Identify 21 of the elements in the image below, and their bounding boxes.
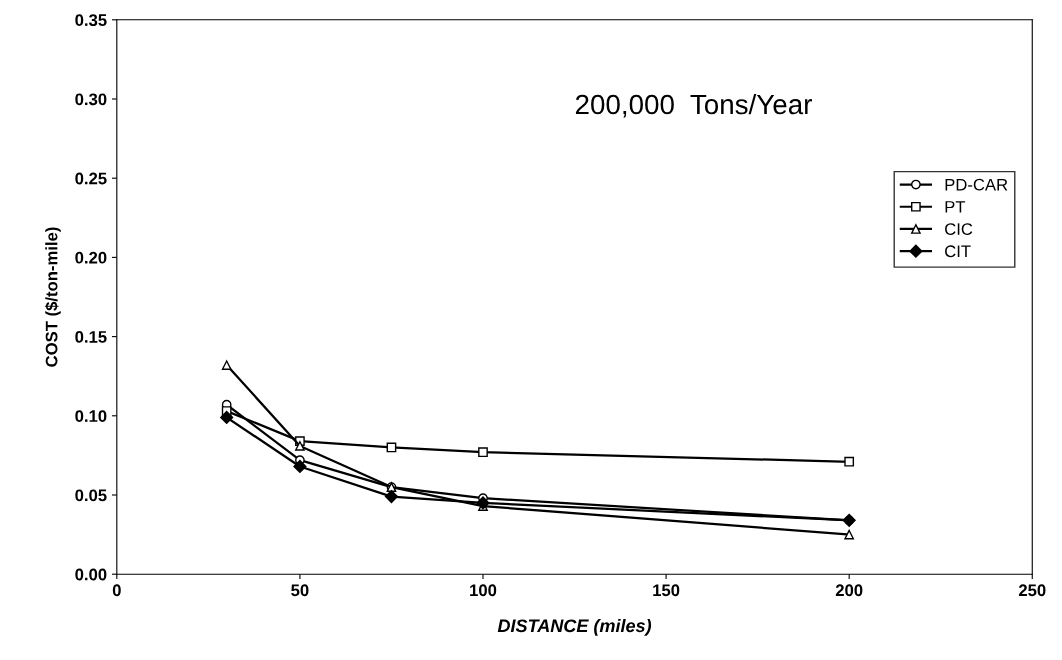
y-tick-label: 0.35 xyxy=(75,14,107,27)
y-tick-label: 0.20 xyxy=(75,251,107,264)
x-tick-label: 50 xyxy=(291,584,309,597)
x-tick-label: 0 xyxy=(112,584,121,597)
y-tick-label: 0.05 xyxy=(75,489,107,502)
x-tick-label: 150 xyxy=(653,584,680,597)
legend-label: CIC xyxy=(945,223,973,235)
legend-label: PD-CAR xyxy=(945,178,1008,191)
x-axis-title: DISTANCE (miles) xyxy=(497,618,652,636)
y-axis-title: COST ($/ton-mile) xyxy=(44,227,61,367)
y-tick-label: 0.10 xyxy=(75,410,107,422)
legend-label: CIT xyxy=(945,245,971,258)
annotation: 200,000 Tons/Year xyxy=(575,93,812,118)
x-tick-label: 200 xyxy=(835,584,863,597)
legend-label: PT xyxy=(945,201,966,213)
x-tick-label: 100 xyxy=(470,584,497,597)
x-tick-label: 250 xyxy=(1018,584,1046,597)
y-tick-label: 0.00 xyxy=(75,568,107,581)
y-tick-label: 0.15 xyxy=(75,331,107,343)
y-tick-label: 0.25 xyxy=(75,172,107,185)
y-tick-label: 0.30 xyxy=(75,93,107,106)
